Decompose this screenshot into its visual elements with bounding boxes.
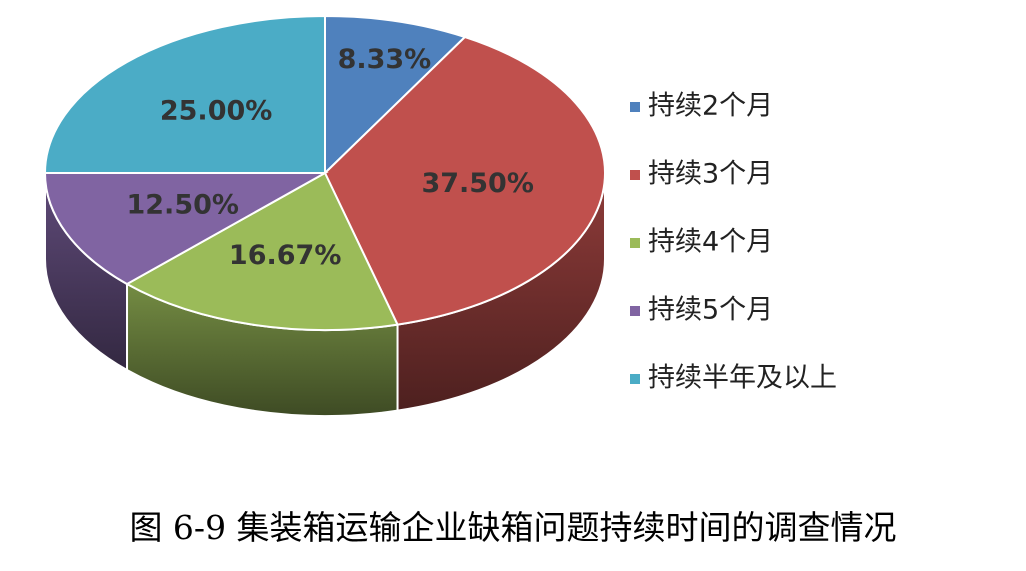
data-label: 12.50%	[126, 190, 238, 221]
pie-slice	[43, 14, 326, 174]
legend-swatch	[630, 102, 640, 112]
legend-label: 持续2个月	[648, 91, 773, 122]
chart-title: 图 6-9 集装箱运输企业缺箱问题持续时间的调查情况	[129, 508, 896, 547]
pie-slice	[324, 14, 467, 176]
data-label: 16.67%	[229, 240, 341, 271]
legend-label: 持续3个月	[648, 159, 773, 190]
pie-slice	[124, 171, 400, 331]
legend-swatch	[630, 170, 640, 180]
pie-slice	[43, 172, 329, 286]
legend-label: 持续4个月	[648, 227, 773, 258]
legend-swatch	[630, 374, 640, 384]
data-label: 8.33%	[338, 44, 432, 75]
legend-swatch	[630, 238, 640, 248]
data-label: 25.00%	[160, 95, 272, 126]
legend-swatch	[630, 306, 640, 316]
legend-label: 持续半年及以上	[648, 363, 837, 394]
pie-slice	[323, 35, 606, 326]
legend-label: 持续5个月	[648, 295, 773, 326]
data-label: 37.50%	[421, 168, 533, 199]
